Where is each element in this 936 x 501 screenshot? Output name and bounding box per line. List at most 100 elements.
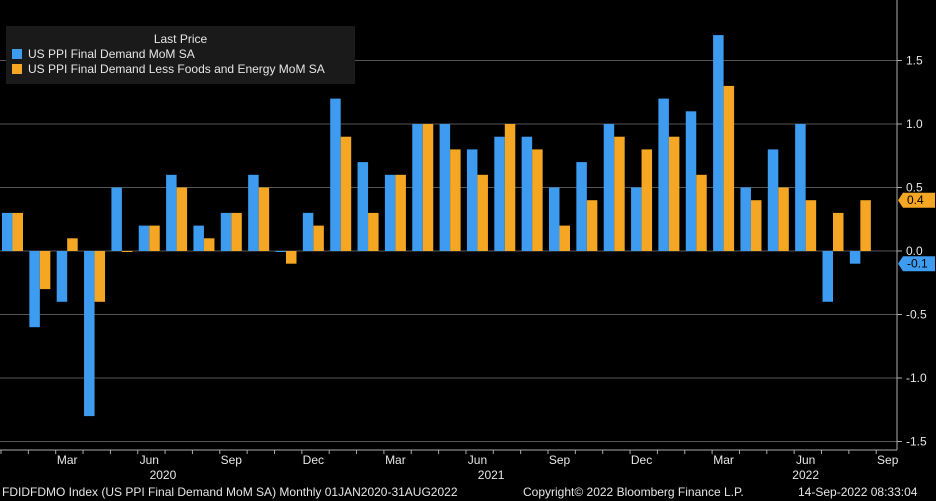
bar-core-ppi xyxy=(805,200,817,251)
bar-ppi xyxy=(111,187,122,251)
bar-core-ppi xyxy=(313,225,324,251)
bar-ppi xyxy=(2,212,13,251)
x-month-label: Dec xyxy=(303,453,324,467)
x-month-label: Jun xyxy=(468,453,487,467)
bar-ppi xyxy=(658,98,669,251)
ppi-bar-chart: 1.5 1.0 0.5 0.0 -0.5 -1.0 -1.5 Mar Jun Sep Dec Mar J… xyxy=(0,0,935,482)
bar-ppi xyxy=(166,174,177,251)
bar-core-ppi xyxy=(586,200,598,251)
legend-title: Last Price xyxy=(153,32,208,46)
legend-label-ppi: US PPI Final Demand MoM SA xyxy=(28,46,195,61)
bar-core-ppi xyxy=(668,136,680,251)
x-month-label: Jun xyxy=(140,453,159,467)
bar-core-ppi xyxy=(559,225,570,251)
bar-ppi xyxy=(822,251,833,302)
x-month-label: Sep xyxy=(877,453,899,467)
bar-core-ppi xyxy=(39,251,51,290)
x-month-label: Mar xyxy=(713,453,734,467)
bar-ppi xyxy=(849,251,861,264)
legend-label-core-ppi: US PPI Final Demand Less Foods and Energ… xyxy=(28,61,325,76)
bar-core-ppi xyxy=(532,149,543,251)
bar-core-ppi xyxy=(286,251,297,264)
bar-ppi xyxy=(685,111,697,251)
bar-ppi xyxy=(193,225,204,251)
footer-timestamp: 14-Sep-2022 08:33:04 xyxy=(798,485,918,499)
bar-core-ppi xyxy=(750,200,762,251)
bar-ppi xyxy=(138,225,150,251)
bar-ppi xyxy=(466,149,478,251)
bar-core-ppi xyxy=(121,251,133,252)
legend-item-core-ppi: US PPI Final Demand Less Foods and Energ… xyxy=(6,61,355,76)
bar-ppi xyxy=(275,251,286,252)
x-year-label: 2022 xyxy=(792,468,819,482)
x-month-label: Mar xyxy=(57,453,78,467)
legend: Last Price US PPI Final Demand MoM SA US… xyxy=(6,26,355,84)
bar-ppi xyxy=(330,98,341,251)
x-month-label: Mar xyxy=(385,453,406,467)
bar-ppi xyxy=(248,174,259,251)
bar-core-ppi xyxy=(67,238,78,251)
last-value-tag-label: -0.1 xyxy=(907,257,928,271)
legend-swatch-ppi xyxy=(12,48,22,59)
bar-core-ppi xyxy=(833,212,844,251)
x-month-label: Jun xyxy=(796,453,815,467)
y-tick-label: 1.0 xyxy=(906,117,923,131)
bar-ppi xyxy=(631,187,642,251)
bar-core-ppi xyxy=(231,212,242,251)
bar-core-ppi xyxy=(422,124,434,251)
y-tick-label: -1.0 xyxy=(906,371,927,385)
bar-core-ppi xyxy=(203,238,215,251)
bar-core-ppi xyxy=(94,251,106,302)
bar-core-ppi xyxy=(860,200,871,251)
bar-ppi xyxy=(384,174,396,251)
bar-ppi xyxy=(521,136,533,251)
bar-ppi xyxy=(603,124,615,251)
bar-ppi xyxy=(439,124,451,251)
bar-core-ppi xyxy=(723,85,735,252)
bar-ppi xyxy=(494,136,505,251)
bar-ppi xyxy=(412,124,423,251)
bar-ppi xyxy=(84,251,95,417)
bar-core-ppi xyxy=(614,136,625,251)
bar-core-ppi xyxy=(778,187,789,251)
bar-core-ppi xyxy=(641,149,653,251)
bar-core-ppi xyxy=(696,174,707,251)
bar-ppi xyxy=(302,212,314,251)
bar-ppi xyxy=(56,251,68,302)
bar-core-ppi xyxy=(176,187,188,251)
x-month-label: Sep xyxy=(549,453,571,467)
footer: FDIDFDMO Index (US PPI Final Demand MoM … xyxy=(0,484,936,501)
x-year-label: 2021 xyxy=(478,468,505,482)
x-month-label: Sep xyxy=(221,453,243,467)
bar-ppi xyxy=(713,35,724,251)
x-month-label: Dec xyxy=(631,453,652,467)
bar-ppi xyxy=(576,162,587,251)
bar-ppi xyxy=(357,162,369,251)
bar-core-ppi xyxy=(477,174,488,251)
last-value-tag xyxy=(898,192,935,208)
y-tick-label: -0.5 xyxy=(906,308,927,322)
last-value-tag xyxy=(898,256,935,272)
y-tick-label: 0.0 xyxy=(906,244,923,258)
bar-ppi xyxy=(549,187,560,251)
footer-ticker: FDIDFDMO Index (US PPI Final Demand MoM … xyxy=(2,485,458,499)
bar-core-ppi xyxy=(368,212,379,251)
legend-item-ppi: US PPI Final Demand MoM SA xyxy=(6,46,355,61)
bar-core-ppi xyxy=(258,187,270,251)
x-year-label: 2020 xyxy=(150,468,177,482)
legend-swatch-core-ppi xyxy=(12,63,22,74)
bar-ppi xyxy=(29,251,40,328)
bar-ppi xyxy=(220,212,232,251)
bar-core-ppi xyxy=(340,136,352,251)
bar-core-ppi xyxy=(450,149,461,251)
bar-ppi xyxy=(767,149,779,251)
footer-copyright: Copyright© 2022 Bloomberg Finance L.P. xyxy=(523,485,744,499)
bar-ppi xyxy=(795,124,806,251)
last-value-tag-label: 0.4 xyxy=(907,193,924,207)
y-tick-label: 1.5 xyxy=(906,54,923,68)
bar-core-ppi xyxy=(504,124,516,251)
y-tick-label: -1.5 xyxy=(906,435,927,449)
bar-core-ppi xyxy=(149,225,160,251)
bar-ppi xyxy=(740,187,751,251)
bar-core-ppi xyxy=(395,174,406,251)
